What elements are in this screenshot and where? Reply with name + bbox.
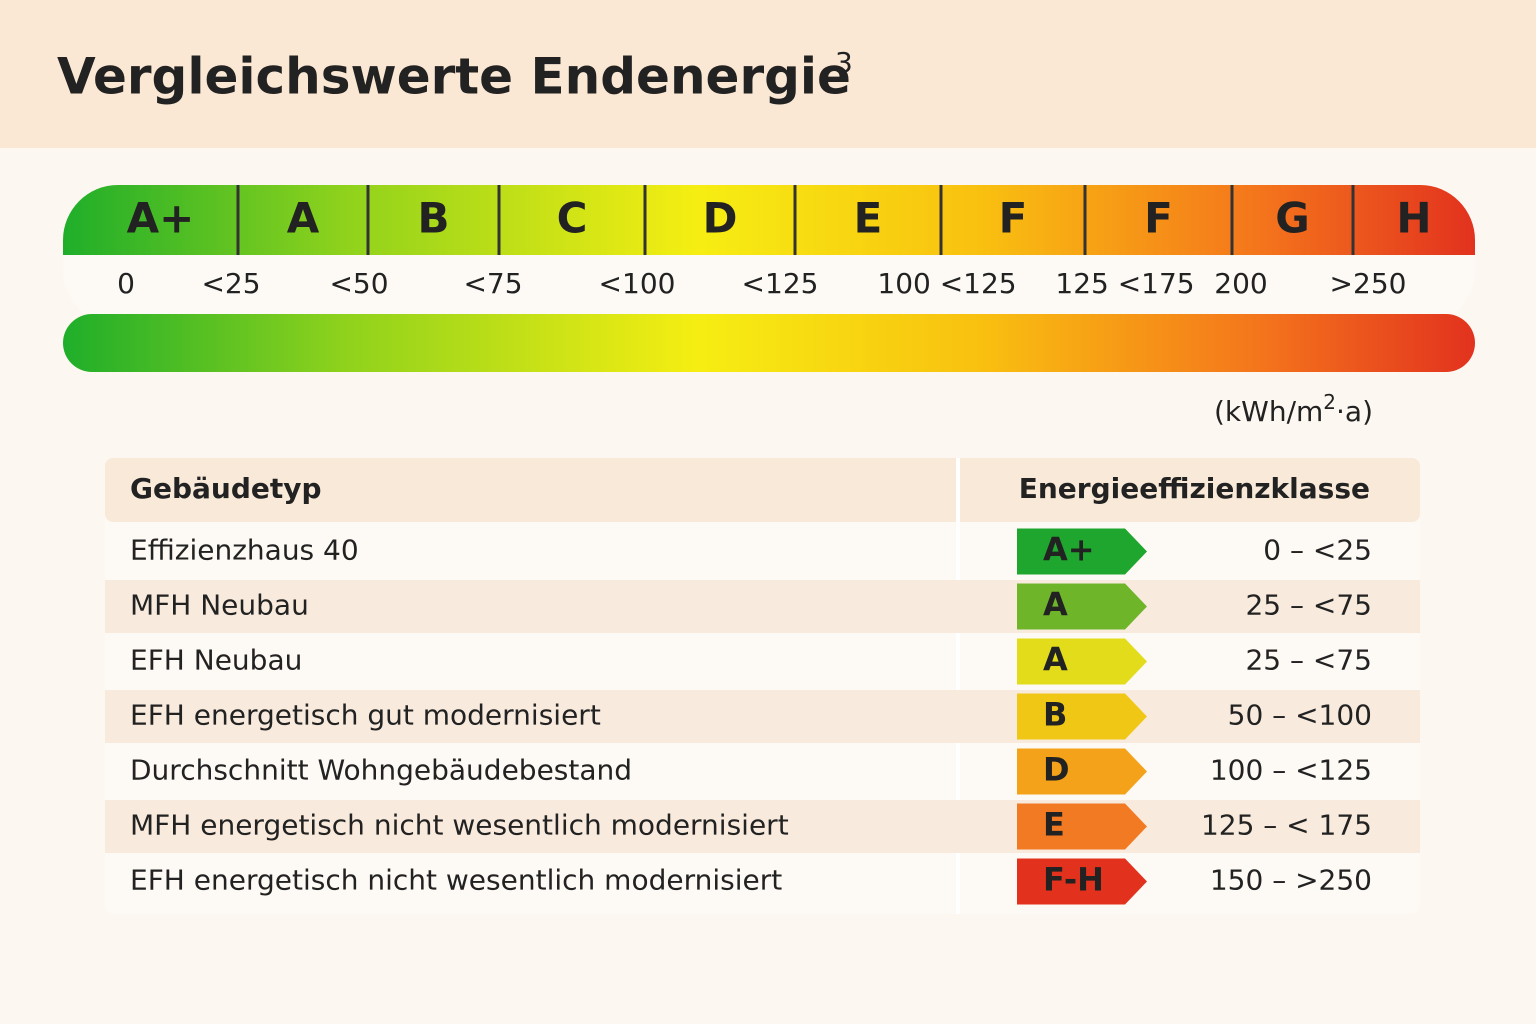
- building-type: Durchschnitt Wohngebäudebestand: [130, 754, 632, 787]
- scale-label: <75: [463, 267, 522, 300]
- building-type: MFH energetisch nicht wesentlich moderni…: [130, 809, 789, 842]
- building-type: EFH energetisch nicht wesentlich moderni…: [130, 864, 782, 897]
- unit: (kWh/m2·a): [1214, 390, 1373, 429]
- class-letter: G: [1275, 194, 1309, 243]
- unit-suffix: ·a): [1336, 395, 1373, 428]
- scale-label: 100 <125: [877, 267, 1016, 300]
- range: 0 – <25: [1263, 534, 1372, 567]
- class-bar-fill: [63, 185, 1475, 255]
- scale-label: <125: [742, 267, 819, 300]
- class-letter: C: [557, 194, 588, 243]
- building-type: MFH Neubau: [130, 589, 309, 622]
- range: 25 – <75: [1245, 589, 1372, 622]
- class-badge-label: A+: [1043, 531, 1095, 569]
- row-band: [105, 800, 1420, 853]
- scale-label: 200: [1214, 267, 1267, 300]
- scale-label: 0: [117, 267, 135, 300]
- range: 125 – < 175: [1201, 809, 1372, 842]
- class-badge-label: E: [1043, 806, 1065, 844]
- class-badge: [1017, 748, 1147, 795]
- scale-label: <50: [329, 267, 388, 300]
- class-letter: B: [417, 194, 449, 243]
- class-badge: [1017, 528, 1147, 575]
- class-badge: [1017, 693, 1147, 740]
- class-badge-label: F-H: [1043, 861, 1104, 899]
- row-band: [105, 690, 1420, 743]
- gradient-bar: [63, 314, 1475, 372]
- row-band: [105, 580, 1420, 633]
- header-band: [0, 0, 1536, 148]
- class-badge: [1017, 638, 1147, 685]
- scale-label: <100: [599, 267, 676, 300]
- table-header-cell: Energieeffizienzklasse: [1019, 472, 1370, 505]
- building-type: Effizienzhaus 40: [130, 534, 359, 567]
- class-letter: H: [1396, 194, 1431, 243]
- class-letter: F: [1144, 194, 1173, 243]
- class-letter: D: [703, 194, 738, 243]
- class-badge: [1017, 583, 1147, 630]
- title: Vergleichswerte Endenergie: [57, 48, 851, 106]
- class-badge-label: D: [1043, 751, 1070, 789]
- scale-label: <25: [201, 267, 260, 300]
- scale-label: 125 <175: [1055, 267, 1194, 300]
- scale-label: >250: [1330, 267, 1407, 300]
- range: 25 – <75: [1245, 644, 1372, 677]
- class-badge-label: A: [1043, 586, 1068, 624]
- unit-prefix: (kWh/m: [1214, 395, 1323, 428]
- class-letter: F: [999, 194, 1028, 243]
- footnote: 3: [835, 46, 853, 79]
- class-letter: E: [854, 194, 883, 243]
- range: 150 – >250: [1210, 864, 1372, 897]
- class-badge: [1017, 858, 1147, 905]
- building-type: EFH energetisch gut modernisiert: [130, 699, 601, 732]
- label-strip: [63, 255, 1475, 325]
- building-type: EFH Neubau: [130, 644, 302, 677]
- class-letter: A+: [127, 194, 195, 243]
- range: 50 – <100: [1228, 699, 1372, 732]
- class-badge-label: B: [1043, 696, 1067, 734]
- range: 100 – <125: [1210, 754, 1372, 787]
- class-bar: [63, 185, 1475, 325]
- class-badge-label: A: [1043, 641, 1068, 679]
- table-header: [105, 458, 1420, 522]
- class-letter: A: [287, 194, 320, 243]
- unit-sup: 2: [1323, 390, 1336, 414]
- class-badge: [1017, 803, 1147, 850]
- table-header-cell: Gebäudetyp: [130, 472, 322, 505]
